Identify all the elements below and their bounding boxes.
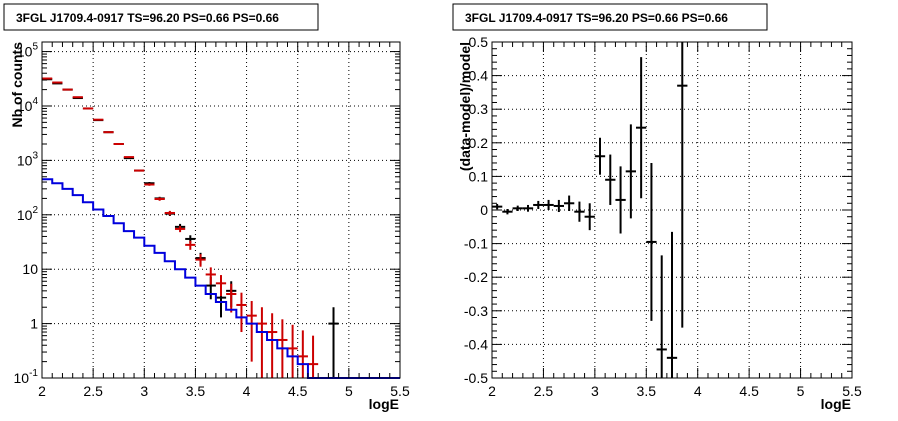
y-tick-label: -0.5 xyxy=(464,370,488,386)
data-point xyxy=(574,201,585,222)
data-point xyxy=(553,199,564,213)
y-tick-label: -0.2 xyxy=(464,269,488,285)
model-point xyxy=(256,307,268,378)
right-x-axis-label: logE xyxy=(821,396,851,412)
right-axes: 2 2.5 3 3.5 4 4.5 5 5.5 -0.5 -0.4 -0.3 -0.2 -0.1 0 0.1… xyxy=(464,34,862,399)
x-tick-label: 4 xyxy=(243,383,251,399)
model-point xyxy=(144,183,155,186)
x-tick-label: 4.5 xyxy=(288,383,308,399)
left-series xyxy=(42,77,400,379)
y-tick-label: 0.1 xyxy=(469,168,489,184)
x-tick-label: 5 xyxy=(797,383,805,399)
x-tick-label: 2 xyxy=(488,383,496,399)
model-point xyxy=(164,210,175,216)
right-series xyxy=(492,42,688,378)
model-point xyxy=(154,197,165,201)
right-title-box: 3FGL J1709.4-0917 TS=96.20 PS=0.66 PS=0.… xyxy=(452,3,768,31)
data-point xyxy=(533,200,544,209)
data-point xyxy=(522,204,534,212)
y-tick-label: -0.3 xyxy=(464,303,488,319)
model-point xyxy=(195,254,206,267)
right-chart-title: 3FGL J1709.4-0917 TS=96.20 PS=0.66 PS=0.… xyxy=(465,11,728,25)
model-point xyxy=(174,226,186,233)
x-tick-label: 2.5 xyxy=(83,383,103,399)
y-tick-label: 103 xyxy=(17,150,39,168)
model-point xyxy=(103,131,114,134)
x-tick-label: 2 xyxy=(38,383,46,399)
model-point xyxy=(267,313,278,378)
model-point xyxy=(297,330,308,378)
y-tick-label: 0.2 xyxy=(469,135,489,151)
data-point xyxy=(584,203,595,231)
right-grid xyxy=(492,42,852,378)
y-tick-label: 102 xyxy=(17,205,39,223)
y-tick-label: -0.1 xyxy=(464,236,488,252)
data-point xyxy=(502,208,513,215)
y-tick-label: 104 xyxy=(17,96,39,114)
y-tick-label: 0 xyxy=(480,202,488,218)
x-tick-label: 3.5 xyxy=(637,383,657,399)
data-point xyxy=(328,307,339,378)
data-point xyxy=(615,166,626,234)
x-tick-label: 4.5 xyxy=(739,383,759,399)
counts-spectrum-panel: 3FGL J1709.4-0917 TS=96.20 PS=0.66 PS=0.… xyxy=(3,3,410,412)
model-point xyxy=(287,324,298,378)
data-point xyxy=(677,42,688,328)
x-tick-label: 5.5 xyxy=(390,383,410,399)
left-x-axis-label: logE xyxy=(369,396,399,412)
data-point xyxy=(594,137,606,175)
x-tick-label: 5 xyxy=(345,383,353,399)
y-tick-label: 0.4 xyxy=(469,68,489,84)
data-point xyxy=(605,154,616,205)
y-tick-label: 10 xyxy=(22,261,38,277)
model-point xyxy=(185,240,196,250)
data-point xyxy=(512,205,523,212)
y-tick-label: 0.5 xyxy=(469,34,489,50)
data-point xyxy=(646,162,657,321)
background-model-step-line xyxy=(42,178,400,379)
data-point xyxy=(656,255,667,378)
y-tick-label: 0.3 xyxy=(469,101,489,117)
y-tick-label: 1 xyxy=(30,316,38,332)
data-point xyxy=(543,199,554,210)
model-point xyxy=(123,156,135,159)
model-point xyxy=(246,301,257,362)
x-tick-label: 3 xyxy=(591,383,599,399)
data-point xyxy=(625,124,636,219)
data-point xyxy=(564,195,575,212)
left-title-box: 3FGL J1709.4-0917 TS=96.20 PS=0.66 PS=0.… xyxy=(3,3,319,31)
x-tick-label: 5.5 xyxy=(842,383,862,399)
model-point xyxy=(113,143,124,146)
model-point xyxy=(93,118,104,121)
model-point xyxy=(307,335,319,378)
left-y-axis-label: Nb of counts xyxy=(9,42,25,128)
y-tick-label: 105 xyxy=(17,42,39,60)
model-point xyxy=(134,169,145,172)
model-point xyxy=(236,292,247,333)
model-point xyxy=(215,275,227,297)
x-tick-label: 4 xyxy=(694,383,702,399)
x-tick-label: 3.5 xyxy=(186,383,206,399)
left-grid xyxy=(42,42,400,378)
residuals-panel: 3FGL J1709.4-0917 TS=96.20 PS=0.66 PS=0.… xyxy=(452,3,862,412)
left-plot-frame xyxy=(41,41,401,379)
left-axes: 2 2.5 3 3.5 4 4.5 5 5.5 10-1 1 10 102 103 104 105 xyxy=(14,42,410,399)
y-tick-label: -0.4 xyxy=(464,336,488,352)
data-point xyxy=(666,231,678,378)
left-chart-title: 3FGL J1709.4-0917 TS=96.20 PS=0.66 PS=0.… xyxy=(16,11,279,25)
data-point xyxy=(492,203,503,210)
y-tick-label: 10-1 xyxy=(14,368,39,386)
model-point xyxy=(205,267,216,285)
x-tick-label: 2.5 xyxy=(534,383,554,399)
model-point xyxy=(226,283,237,313)
data-point xyxy=(636,57,647,199)
x-tick-label: 3 xyxy=(140,383,148,399)
right-y-axis-label: (data-model)/model xyxy=(457,42,473,171)
